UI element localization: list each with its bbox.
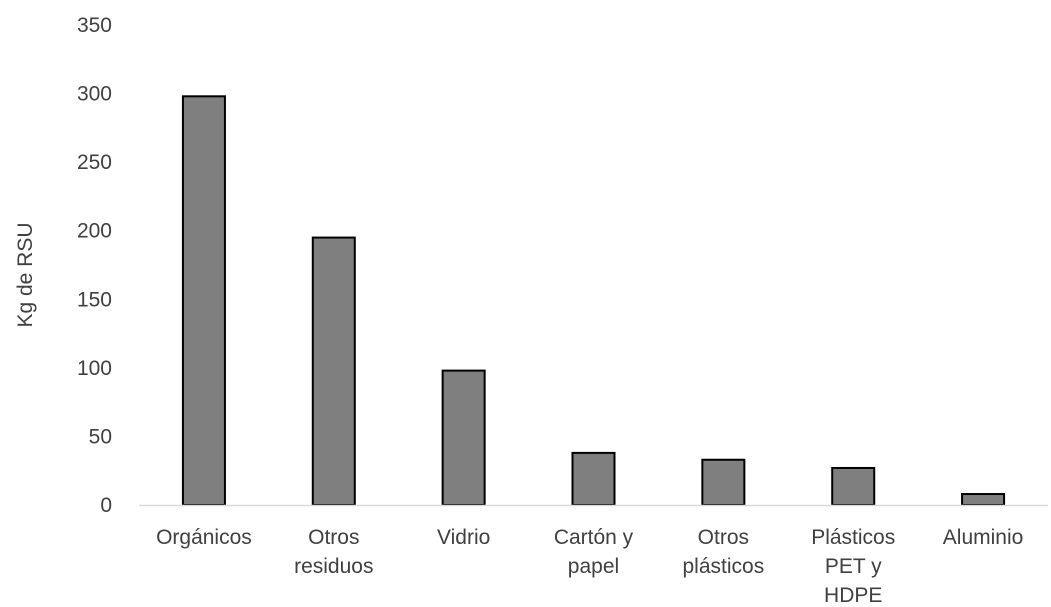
x-tick-label-line: Otros xyxy=(308,526,359,549)
x-tick-label: Vidrio xyxy=(437,526,490,549)
bar xyxy=(181,95,226,506)
bar xyxy=(961,493,1006,506)
x-tick-label: Aluminio xyxy=(943,526,1024,549)
y-tick-label: 50 xyxy=(89,425,112,448)
bar xyxy=(441,369,486,506)
y-tick-label: 150 xyxy=(77,288,112,311)
x-tick-label-line: Vidrio xyxy=(437,526,490,549)
y-tick-label: 300 xyxy=(77,83,112,106)
x-tick-label: Orgánicos xyxy=(156,526,252,549)
bars xyxy=(181,95,1006,507)
x-axis-labels: Orgánicos Otros residuos Vidrio Cartón y pape… xyxy=(156,526,1023,607)
x-tick-label-line: Orgánicos xyxy=(156,526,252,549)
y-axis-ticks: 0 50 100 150 200 250 300 350 xyxy=(77,14,112,517)
x-tick-label-line: papel xyxy=(568,555,619,578)
x-tick-label-line: residuos xyxy=(294,555,373,578)
bar xyxy=(571,451,616,506)
y-tick-label: 200 xyxy=(77,220,112,243)
bar xyxy=(311,236,356,506)
x-tick-label-line: Cartón y xyxy=(554,526,634,549)
x-tick-label: Plásticos PET y HDPE xyxy=(811,526,895,607)
y-tick-label: 0 xyxy=(100,494,112,517)
x-tick-label-line: HDPE xyxy=(824,584,882,607)
x-tick-label: Otros plásticos xyxy=(683,526,765,578)
bar xyxy=(701,458,746,506)
y-tick-label: 100 xyxy=(77,357,112,380)
x-tick-label-line: Plásticos xyxy=(811,526,895,549)
x-tick-label-line: Otros xyxy=(698,526,749,549)
x-tick-label-line: PET y xyxy=(825,555,882,578)
y-tick-label: 350 xyxy=(77,14,112,37)
y-tick-label: 250 xyxy=(77,151,112,174)
x-tick-label: Otros residuos xyxy=(294,526,373,578)
bar xyxy=(831,466,876,507)
x-tick-label-line: plásticos xyxy=(683,555,765,578)
y-axis-title: Kg de RSU xyxy=(14,222,37,327)
x-tick-label-line: Aluminio xyxy=(943,526,1024,549)
x-tick-label: Cartón y papel xyxy=(554,526,634,578)
